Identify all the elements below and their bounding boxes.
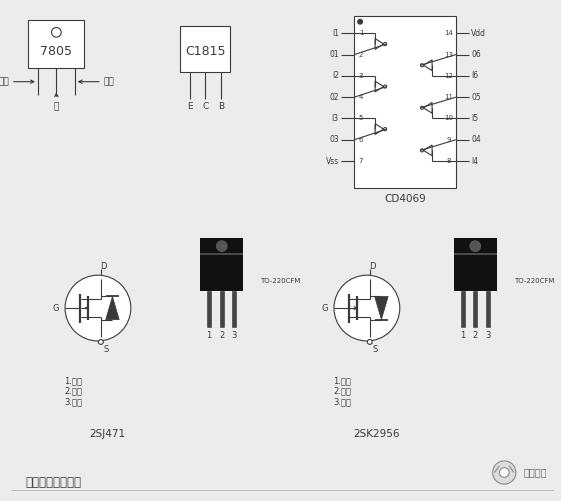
Text: Vss: Vss xyxy=(325,156,339,165)
Text: 04: 04 xyxy=(471,135,481,144)
Text: 14: 14 xyxy=(445,31,453,36)
Text: B: B xyxy=(218,102,224,111)
Bar xyxy=(486,291,490,328)
Text: E: E xyxy=(187,102,192,111)
Text: C: C xyxy=(202,102,209,111)
Text: I5: I5 xyxy=(471,114,479,123)
Text: C1815: C1815 xyxy=(185,45,226,58)
Text: 11: 11 xyxy=(445,94,454,100)
Text: D: D xyxy=(370,262,376,271)
Bar xyxy=(355,16,456,188)
Text: 3: 3 xyxy=(359,73,364,79)
Bar xyxy=(232,291,236,328)
Text: TO-220CFM: TO-220CFM xyxy=(260,278,301,284)
Text: 8: 8 xyxy=(447,158,452,164)
Text: 逆变器所用元器件: 逆变器所用元器件 xyxy=(25,475,81,488)
Text: I6: I6 xyxy=(471,71,479,80)
Text: 2.漏极: 2.漏极 xyxy=(64,387,82,396)
Text: I4: I4 xyxy=(471,156,479,165)
Bar xyxy=(200,238,243,254)
Polygon shape xyxy=(105,297,119,320)
Text: 3.源极: 3.源极 xyxy=(333,397,351,406)
Text: S: S xyxy=(103,345,108,354)
Text: 7805: 7805 xyxy=(40,45,72,58)
Text: 9: 9 xyxy=(447,137,452,143)
Text: 输出: 输出 xyxy=(104,77,114,86)
Text: 3: 3 xyxy=(485,331,490,340)
Circle shape xyxy=(493,461,516,484)
Text: 3: 3 xyxy=(232,331,237,340)
Text: 06: 06 xyxy=(471,50,481,59)
Text: I1: I1 xyxy=(332,29,339,38)
Text: 2.漏极: 2.漏极 xyxy=(333,387,351,396)
Text: 03: 03 xyxy=(329,135,339,144)
Text: D: D xyxy=(100,262,107,271)
Circle shape xyxy=(367,340,372,344)
Text: G: G xyxy=(321,304,328,313)
Text: TO-220CFM: TO-220CFM xyxy=(514,278,554,284)
Circle shape xyxy=(334,275,400,341)
Circle shape xyxy=(217,241,227,252)
Text: 1: 1 xyxy=(460,331,465,340)
Text: 3.源极: 3.源极 xyxy=(64,397,82,406)
Text: 1: 1 xyxy=(206,331,212,340)
Text: 1.栅极: 1.栅极 xyxy=(333,376,351,385)
Circle shape xyxy=(98,340,103,344)
Text: I2: I2 xyxy=(332,71,339,80)
Text: 2: 2 xyxy=(219,331,224,340)
Text: 输入: 输入 xyxy=(0,77,9,86)
Text: 4: 4 xyxy=(359,94,364,100)
Text: I3: I3 xyxy=(332,114,339,123)
Bar xyxy=(454,254,496,291)
Text: 13: 13 xyxy=(445,52,454,58)
Bar xyxy=(473,291,477,328)
Circle shape xyxy=(499,467,509,477)
Text: Vdd: Vdd xyxy=(471,29,486,38)
Text: S: S xyxy=(372,345,377,354)
Text: G: G xyxy=(53,304,59,313)
Text: 02: 02 xyxy=(329,93,339,102)
Bar xyxy=(207,291,211,328)
Circle shape xyxy=(52,28,61,37)
Text: 01: 01 xyxy=(329,50,339,59)
Text: 5: 5 xyxy=(359,115,364,121)
Text: 7: 7 xyxy=(359,158,364,164)
Bar xyxy=(461,291,465,328)
Text: 2SK2956: 2SK2956 xyxy=(353,429,400,439)
Bar xyxy=(28,20,84,68)
Bar xyxy=(220,291,224,328)
Text: 2: 2 xyxy=(359,52,364,58)
Circle shape xyxy=(65,275,131,341)
Text: 12: 12 xyxy=(445,73,453,79)
Text: 05: 05 xyxy=(471,93,481,102)
Bar xyxy=(200,254,243,291)
Text: 1.栅极: 1.栅极 xyxy=(64,376,82,385)
Text: 2SJ471: 2SJ471 xyxy=(90,429,126,439)
Circle shape xyxy=(470,241,481,252)
Text: 10: 10 xyxy=(445,115,454,121)
Circle shape xyxy=(358,20,362,24)
Text: 2: 2 xyxy=(472,331,478,340)
Text: 6: 6 xyxy=(359,137,364,143)
Text: 地: 地 xyxy=(54,102,59,111)
Text: 百问百答: 百问百答 xyxy=(523,467,547,477)
Polygon shape xyxy=(375,297,388,320)
Bar xyxy=(180,26,231,72)
Text: CD4069: CD4069 xyxy=(384,194,426,204)
Bar xyxy=(454,238,496,254)
Text: 1: 1 xyxy=(359,31,364,36)
